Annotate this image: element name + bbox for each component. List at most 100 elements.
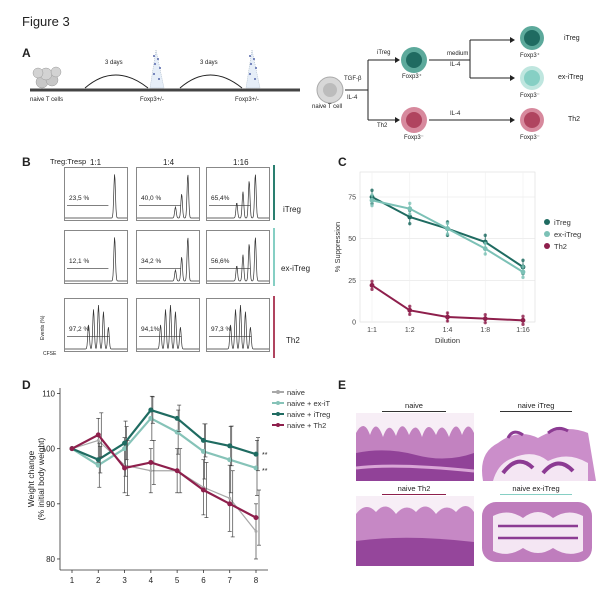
histogram-trace — [137, 237, 199, 282]
data-point — [253, 465, 259, 471]
replicate-point — [521, 275, 525, 280]
histology-image-naive — [356, 413, 474, 481]
histogram-trace — [137, 304, 199, 350]
histogram-trace — [207, 174, 269, 219]
histology-label-naive-itreg: naive iTreg — [517, 401, 555, 410]
panel-label-e: E — [338, 378, 347, 392]
data-point — [227, 443, 233, 449]
proliferation-percentage: 40,0 % — [141, 195, 162, 203]
replicate-point — [521, 264, 525, 269]
data-point — [369, 282, 375, 288]
data-point — [200, 437, 206, 443]
significance-marker: ** — [262, 452, 268, 459]
col-label-3: 1:16 — [233, 158, 249, 167]
replicate-point — [445, 311, 450, 315]
data-point — [445, 314, 450, 320]
row-bar-ex-itreg — [273, 228, 275, 286]
x-tick-label: 3 — [122, 576, 127, 585]
panel-a-differentiation-diagram — [316, 26, 544, 133]
label-underline-naive — [382, 411, 446, 412]
histogram-3-1: 97,2 % — [64, 298, 128, 352]
proliferation-percentage: 97,3 % — [211, 326, 232, 334]
y-axis-label: % Suppression — [333, 222, 342, 272]
th2-branch-label: Th2 — [377, 123, 388, 129]
row-label-itreg: iTreg — [283, 205, 301, 214]
x-tick-label: 6 — [201, 576, 206, 585]
data-point — [254, 529, 258, 533]
row-label-th2: Th2 — [286, 336, 300, 345]
histogram-3-3: 97,3 % — [206, 298, 270, 352]
data-point — [122, 440, 128, 446]
label-underline-naive-itreg — [500, 411, 572, 412]
data-point — [520, 317, 526, 323]
histology-image-naive-ex-itreg — [478, 496, 596, 566]
replicate-point — [370, 203, 374, 208]
replicate-point — [370, 287, 374, 292]
itreg-output-cell-icon — [520, 26, 544, 50]
foxp3neg-ex-label: Foxp3⁻ — [520, 93, 540, 99]
col-label-1: 1:1 — [90, 158, 102, 167]
data-point — [174, 468, 180, 474]
histogram-2-1: 12,1 % — [64, 230, 128, 284]
legend-label: ex-iTreg — [554, 230, 581, 239]
sort-funnel-icon-2 — [245, 50, 261, 89]
x-tick-label: 7 — [227, 576, 232, 585]
legend-label: Th2 — [554, 242, 567, 251]
replicate-point — [408, 312, 412, 317]
replicate-point — [408, 201, 412, 206]
histogram-trace — [65, 304, 127, 350]
panel-d-weight-chart: 80 90 100 110 1 2 3 4 5 6 7 8 Weight change(% initia… — [26, 388, 330, 585]
data-point — [122, 465, 128, 471]
data-point — [407, 214, 413, 220]
legend-marker — [544, 231, 550, 237]
x-tick-label: 1:16 — [516, 327, 530, 334]
replicate-point — [370, 188, 374, 193]
proliferation-percentage: 56,6% — [211, 258, 230, 266]
ex-itreg-output-cell-icon — [520, 66, 544, 90]
replicate-point — [483, 252, 487, 256]
histogram-trace — [65, 174, 127, 219]
replicate-point — [521, 322, 525, 327]
foxp3pos-itreg-label: Foxp3⁺ — [402, 74, 422, 80]
x-tick-label: 1:4 — [443, 327, 453, 334]
data-point — [174, 415, 180, 421]
replicate-point — [408, 221, 412, 226]
legend-marker — [544, 243, 550, 249]
data-point — [369, 197, 375, 203]
data-point — [482, 316, 488, 322]
legend-label: naive + iTreg — [287, 410, 330, 419]
series-line-naive — [71, 439, 257, 532]
label-underline-naive-ex-itreg — [500, 494, 572, 495]
histogram-trace — [207, 304, 269, 350]
data-point — [200, 448, 206, 454]
histology-label-naive-th2: naive Th2 — [397, 484, 431, 493]
legend-label: naive + Th2 — [287, 421, 326, 430]
arc-3days-2 — [179, 74, 243, 89]
data-point — [69, 446, 75, 452]
data-point — [227, 457, 233, 463]
y-tick-label: 50 — [348, 236, 356, 243]
histogram-trace — [137, 174, 199, 219]
panel-label-c: C — [338, 155, 347, 169]
replicate-point — [483, 320, 487, 325]
data-point — [149, 469, 153, 473]
figure-title: Figure 3 — [22, 14, 70, 29]
data-point — [407, 206, 413, 212]
data-point — [174, 429, 180, 435]
histogram-1-1: 23,5 % — [64, 167, 128, 221]
proliferation-percentage: 34,2 % — [141, 258, 162, 266]
replicate-point — [445, 232, 450, 236]
data-point — [95, 432, 101, 438]
y-axis-label: Weight change(% initial body weight) — [26, 437, 46, 520]
data-point — [407, 307, 413, 313]
proliferation-percentage: 12,1 % — [69, 258, 90, 266]
itreg-cell-icon — [401, 47, 427, 73]
histology-image-naive-th2 — [356, 496, 474, 566]
replicate-point — [445, 221, 450, 226]
th2-cell-icon — [401, 107, 427, 133]
histology-label-naive: naive — [405, 401, 423, 410]
data-point — [148, 459, 154, 465]
treg-tresp-label: Treg:Tresp — [50, 157, 87, 166]
data-point — [253, 451, 259, 457]
histogram-2-2: 34,2 % — [136, 230, 200, 284]
